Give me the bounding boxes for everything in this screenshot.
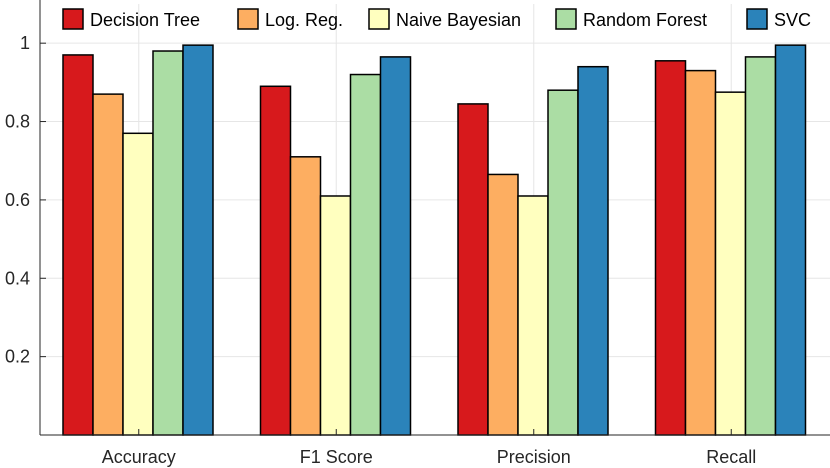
legend-swatch xyxy=(746,8,768,30)
bar-svc xyxy=(182,44,214,436)
legend-label: Random Forest xyxy=(583,10,707,30)
axes xyxy=(39,0,830,436)
bar-svc xyxy=(577,65,609,436)
bar-decision-tree xyxy=(654,60,687,436)
legend-label: Naive Bayesian xyxy=(396,10,521,30)
bar-random-forest xyxy=(349,73,382,436)
y-tick-label: 0.4 xyxy=(5,268,30,288)
bar-decision-tree xyxy=(457,103,489,436)
bar-log-reg xyxy=(289,156,322,436)
bar-decision-tree xyxy=(62,54,94,436)
x-tick-label: Accuracy xyxy=(102,447,176,467)
legend-label: Decision Tree xyxy=(90,10,200,30)
bar-log-reg xyxy=(487,173,519,436)
bar-naive-bayesian xyxy=(122,132,154,436)
bar-log-reg xyxy=(684,69,717,436)
bar-random-forest xyxy=(547,89,579,436)
y-tick-label: 0.2 xyxy=(5,347,30,367)
legend-label: Log. Reg. xyxy=(265,10,343,30)
bar-decision-tree xyxy=(259,85,292,436)
y-tick-label: 1 xyxy=(20,33,30,53)
x-tick-label: Recall xyxy=(706,447,756,467)
x-tick-label: F1 Score xyxy=(300,447,373,467)
bar-naive-bayesian xyxy=(319,195,352,436)
legend: Decision Tree Log. Reg. Naive Bayesian Rand… xyxy=(62,8,811,30)
x-ticks: Accuracy F1 Score Precision Recall xyxy=(102,429,756,467)
x-tick-label: Precision xyxy=(497,447,571,467)
bar-random-forest xyxy=(744,56,777,436)
bar-naive-bayesian xyxy=(714,91,747,436)
legend-swatch xyxy=(237,8,259,30)
bar-svc xyxy=(379,56,412,436)
bar-svc xyxy=(774,44,807,436)
bar-naive-bayesian xyxy=(517,195,549,436)
y-tick-label: 0.8 xyxy=(5,112,30,132)
legend-label: SVC xyxy=(774,10,811,30)
legend-swatch xyxy=(555,8,577,30)
legend-swatch xyxy=(368,8,390,30)
bars xyxy=(62,44,807,436)
y-ticks: 0.2 0.4 0.6 0.8 1 xyxy=(5,33,46,367)
legend-swatch xyxy=(62,8,84,30)
y-tick-label: 0.6 xyxy=(5,190,30,210)
bar-random-forest xyxy=(152,50,184,436)
bar-log-reg xyxy=(92,93,124,436)
